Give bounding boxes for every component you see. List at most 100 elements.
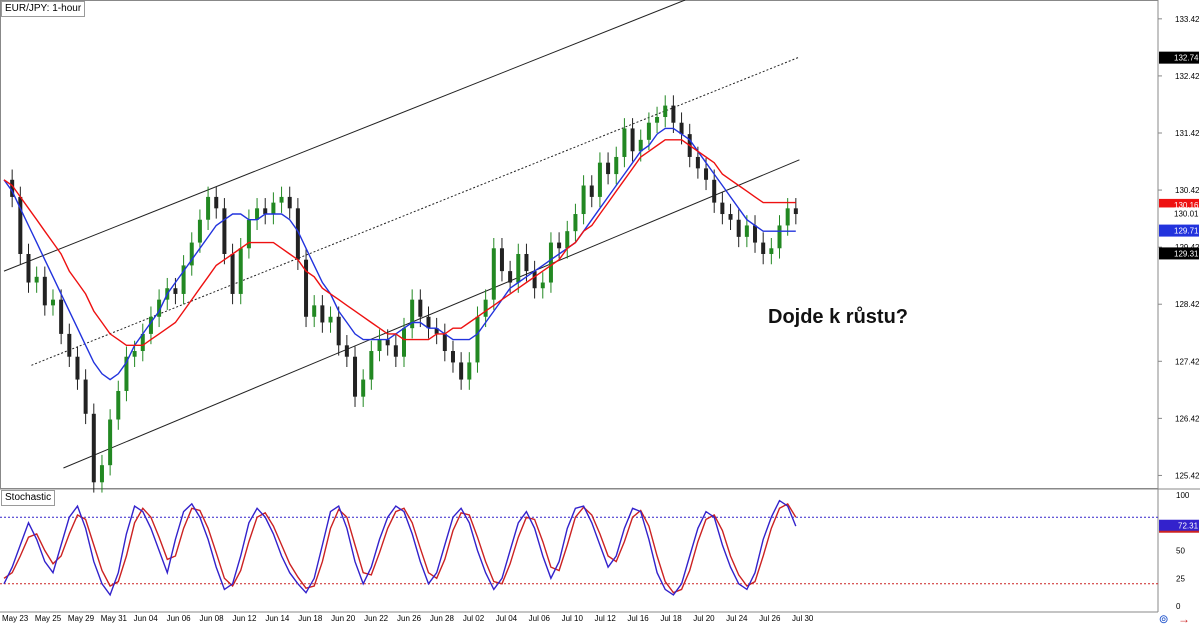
candle-body <box>369 351 374 380</box>
candle-body <box>132 351 137 357</box>
candle-body <box>263 208 268 215</box>
price-label-bg <box>1159 224 1199 237</box>
candle-body <box>148 316 153 334</box>
sync-icon[interactable]: ⊚ <box>1158 612 1169 626</box>
candle-body <box>246 219 251 249</box>
x-tick-label: May 31 <box>101 614 128 623</box>
candle-body <box>704 168 709 180</box>
candle-body <box>197 219 202 243</box>
y-tick-label: 130.42 <box>1175 186 1200 195</box>
stochastic-d-line <box>3 502 797 594</box>
x-tick-label: Jul 02 <box>463 614 485 623</box>
x-tick-label: Jun 04 <box>134 614 159 623</box>
candle-body <box>222 208 227 254</box>
candle-body <box>336 316 341 346</box>
x-tick-label: Jul 24 <box>726 614 748 623</box>
candle-body <box>695 156 700 169</box>
candle-body <box>312 305 317 317</box>
x-tick-label: Jun 20 <box>331 614 356 623</box>
candle-body <box>18 196 23 254</box>
stochastic-k-line <box>3 499 797 597</box>
candle-body <box>557 242 562 249</box>
candle-body <box>75 356 80 380</box>
candle-body <box>589 185 594 197</box>
candle-body <box>483 299 488 317</box>
candle-body <box>304 259 309 317</box>
candle-body <box>793 208 798 215</box>
candle-body <box>181 265 186 294</box>
candle-body <box>491 248 496 300</box>
candle-body <box>499 248 504 272</box>
stochastic-current-bg <box>1159 519 1199 532</box>
price-label-bg <box>1159 51 1199 64</box>
stochastic-y-tick: 25 <box>1176 574 1185 583</box>
x-tick-label: May 23 <box>2 614 29 623</box>
x-tick-label: Jun 28 <box>430 614 455 623</box>
candle-body <box>532 271 537 289</box>
channel-line-solid <box>63 159 800 469</box>
candle-body <box>26 253 31 283</box>
candle-body <box>655 117 660 123</box>
x-tick-label: Jul 18 <box>660 614 682 623</box>
x-tick-label: Jul 04 <box>496 614 518 623</box>
candle-body <box>508 271 513 283</box>
y-tick-label: 125.42 <box>1175 471 1200 480</box>
candle-body <box>720 202 725 215</box>
candle-body <box>402 328 406 357</box>
candle-body <box>83 379 88 414</box>
candle-body <box>679 122 684 135</box>
arrow-icon[interactable]: → <box>1178 612 1190 626</box>
price-label: 130.01 <box>1174 209 1199 218</box>
candle-body <box>467 362 472 380</box>
y-tick-label: 133.42 <box>1175 15 1200 24</box>
candle-body <box>361 379 366 397</box>
candle-body <box>573 214 578 232</box>
candle-body <box>434 328 439 334</box>
x-tick-label: Jun 08 <box>200 614 225 623</box>
x-tick-label: Jul 10 <box>562 614 584 623</box>
candle-body <box>671 105 676 123</box>
stochastic-y-tick: 0 <box>1176 602 1181 611</box>
y-tick-label: 132.42 <box>1175 72 1200 81</box>
candle-body <box>255 208 260 220</box>
candle-body <box>744 225 749 237</box>
x-tick-label: Jul 16 <box>627 614 649 623</box>
candle-body <box>761 242 766 254</box>
x-tick-label: Jun 12 <box>232 614 257 623</box>
candle-body <box>540 282 545 289</box>
price-label: 129.31 <box>1174 249 1199 258</box>
x-tick-label: Jun 18 <box>298 614 323 623</box>
chart-title: EUR/JPY: 1-hour <box>1 1 86 17</box>
candle-body <box>385 339 390 346</box>
x-tick-label: Jul 26 <box>759 614 781 623</box>
blue-ma-line <box>3 127 796 381</box>
candle-body <box>91 413 96 483</box>
candle-body <box>295 208 300 260</box>
candle-body <box>516 253 521 283</box>
candle-body <box>353 356 358 397</box>
candle-body <box>206 196 211 220</box>
x-tick-label: May 29 <box>68 614 95 623</box>
candle-body <box>785 208 790 226</box>
candle-body <box>140 333 145 352</box>
y-tick-label: 127.42 <box>1175 357 1200 366</box>
candle-body <box>777 225 782 249</box>
price-label-bg <box>1159 207 1199 220</box>
candle-body <box>173 288 178 294</box>
candle-body <box>214 196 219 209</box>
main-pane-frame <box>0 0 1159 489</box>
price-label: 130.16 <box>1174 201 1199 210</box>
candle-body <box>230 253 235 294</box>
price-label-bg <box>1159 247 1199 260</box>
x-tick-label: Jun 06 <box>167 614 192 623</box>
candle-body <box>638 139 643 152</box>
stochastic-current-label: 72.31 <box>1178 522 1199 531</box>
x-tick-label: Jul 30 <box>792 614 814 623</box>
candle-body <box>393 345 398 357</box>
candle-body <box>442 333 447 352</box>
candle-body <box>630 128 635 152</box>
candle-body <box>344 345 349 357</box>
candle-body <box>426 316 431 329</box>
candle-body <box>581 185 586 215</box>
